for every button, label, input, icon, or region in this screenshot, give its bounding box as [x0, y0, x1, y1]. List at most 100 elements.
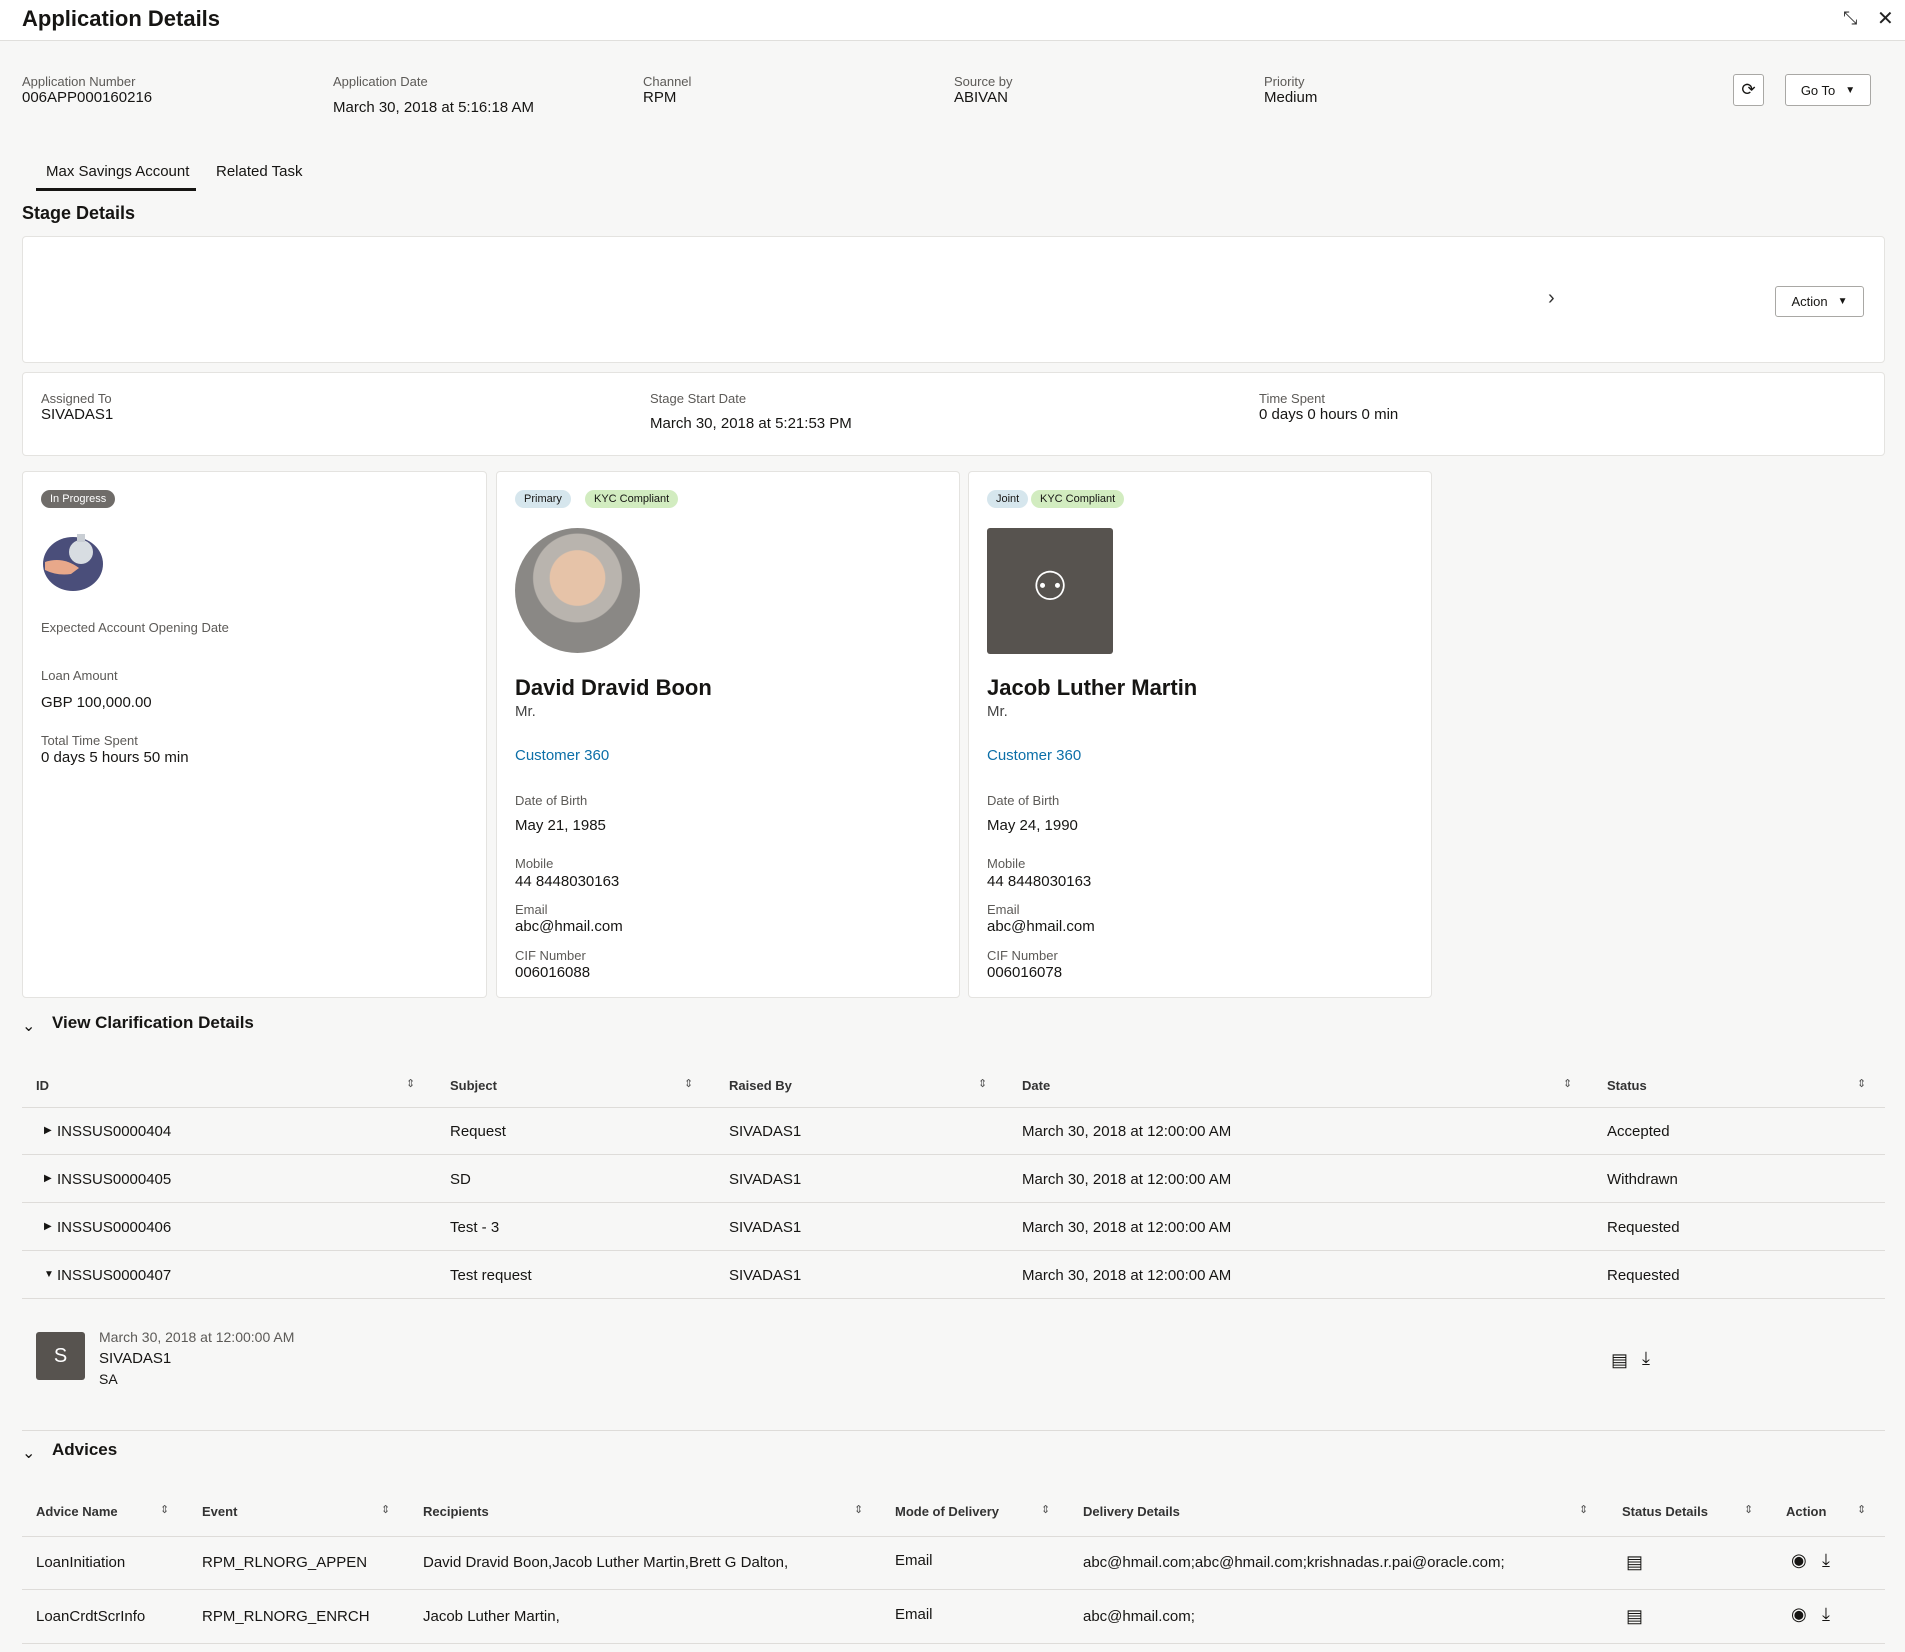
table-cell-name: LoanInitiation: [36, 1554, 126, 1571]
status-badge: In Progress: [41, 490, 116, 508]
advices-section-title[interactable]: Advices: [52, 1440, 118, 1459]
sort-icon[interactable]: ⇕: [1041, 1504, 1051, 1516]
table-cell-status: Requested: [1607, 1267, 1680, 1284]
caret-right-icon[interactable]: ▶: [44, 1173, 52, 1184]
row-divider: [22, 1643, 1885, 1644]
download-icon[interactable]: ⤓: [1642, 1348, 1650, 1368]
table-cell-subject: SD: [450, 1171, 471, 1188]
column-header[interactable]: Subject: [450, 1078, 497, 1093]
application-summary-card: In Progress Expected Account Opening Dat…: [22, 471, 487, 998]
go-to-button[interactable]: Go To ▼: [1785, 74, 1871, 106]
collapse-icon[interactable]: ⤡: [1843, 8, 1858, 28]
detail-text: SA: [99, 1371, 118, 1387]
table-cell-details: abc@hmail.com;: [1083, 1608, 1195, 1625]
detail-user: SIVADAS1: [99, 1350, 172, 1367]
table-cell-subject: Test request: [450, 1267, 532, 1284]
close-icon[interactable]: ✕: [1877, 8, 1894, 30]
header-divider: [22, 1107, 1885, 1108]
caret-down-icon: ▼: [1845, 84, 1856, 96]
mobile-value: 44 8448030163: [515, 873, 620, 890]
table-cell-raised_by: SIVADAS1: [729, 1267, 802, 1284]
column-header[interactable]: Status: [1607, 1078, 1647, 1093]
table-cell-subject: Test - 3: [450, 1219, 500, 1236]
column-header[interactable]: Delivery Details: [1083, 1504, 1180, 1519]
role-badge: Primary: [515, 490, 571, 508]
column-header[interactable]: Action: [1786, 1504, 1827, 1519]
column-header[interactable]: Mode of Delivery: [895, 1504, 1000, 1519]
kyc-badge: KYC Compliant: [1031, 490, 1125, 508]
email-label: Email: [515, 902, 548, 917]
sort-icon[interactable]: ⇕: [1579, 1504, 1589, 1516]
column-header[interactable]: Event: [202, 1504, 238, 1519]
meta-label: Application Number: [22, 74, 136, 89]
row-divider: [22, 1298, 1885, 1299]
assignment-label: Assigned To: [41, 391, 112, 406]
caret-right-icon[interactable]: ▶: [44, 1221, 52, 1232]
assignment-panel: Assigned To SIVADAS1 Stage Start Date March…: [22, 372, 1885, 456]
sort-icon[interactable]: ⇕: [978, 1078, 988, 1090]
stage-details-title: Stage Details: [22, 203, 136, 223]
mobile-label: Mobile: [987, 856, 1026, 871]
clarification-section-title[interactable]: View Clarification Details: [52, 1013, 254, 1032]
sort-icon[interactable]: ⇕: [1563, 1078, 1573, 1090]
table-cell-recipients: David Dravid Boon,Jacob Luther Martin,Br…: [423, 1554, 789, 1571]
status-details-icon[interactable]: ▤: [1626, 1552, 1644, 1572]
sort-icon[interactable]: ⇕: [381, 1504, 391, 1516]
applicant-card: Primary KYC Compliant David Dravid Boon Mr.…: [496, 471, 960, 998]
table-cell-raised_by: SIVADAS1: [729, 1171, 802, 1188]
header-divider: [22, 1536, 1885, 1537]
caret-right-icon[interactable]: ▶: [44, 1125, 52, 1136]
customer-360-link[interactable]: Customer 360: [515, 747, 610, 764]
column-header[interactable]: Advice Name: [36, 1504, 118, 1519]
sort-icon[interactable]: ⇕: [160, 1504, 170, 1516]
table-cell-event: RPM_RLNORG_APPEN: [202, 1554, 368, 1571]
email-value: abc@hmail.com: [515, 918, 623, 935]
status-details-icon[interactable]: ▤: [1626, 1606, 1644, 1626]
tab-related-task[interactable]: Related Task: [216, 163, 303, 180]
table-cell-id: INSSUS0000404: [57, 1123, 172, 1140]
table-cell-raised_by: SIVADAS1: [729, 1219, 802, 1236]
row-divider: [22, 1250, 1885, 1251]
collapse-chevron-icon[interactable]: ⌄: [22, 1018, 36, 1035]
tab-max-savings-account[interactable]: Max Savings Account: [46, 163, 190, 180]
download-icon[interactable]: ⤓: [1822, 1550, 1830, 1570]
caret-down-icon: ▼: [1837, 296, 1848, 307]
collapse-chevron-icon[interactable]: ⌄: [22, 1445, 36, 1462]
column-header[interactable]: ID: [36, 1078, 49, 1093]
table-cell-name: LoanCrdtScrInfo: [36, 1608, 146, 1625]
table-cell-date: March 30, 2018 at 12:00:00 AM: [1022, 1267, 1232, 1284]
sort-icon[interactable]: ⇕: [406, 1078, 416, 1090]
dob-value: May 21, 1985: [515, 817, 606, 834]
applicant-name: Jacob Luther Martin: [987, 675, 1198, 700]
stages-next-chevron-icon[interactable]: ›: [1548, 287, 1555, 309]
sort-icon[interactable]: ⇕: [1744, 1504, 1754, 1516]
view-icon[interactable]: ◉: [1791, 1604, 1807, 1624]
view-icon[interactable]: ◉: [1791, 1550, 1807, 1570]
sort-icon[interactable]: ⇕: [854, 1504, 864, 1516]
caret-down-icon[interactable]: ▼: [44, 1269, 54, 1280]
sort-icon[interactable]: ⇕: [1857, 1504, 1867, 1516]
refresh-button[interactable]: ⟳: [1733, 74, 1764, 106]
active-tab-indicator: [36, 188, 196, 191]
applicant-card: Joint KYC Compliant ⚇ Jacob Luther Martin Mr…: [968, 471, 1432, 998]
table-cell-event: RPM_RLNORG_ENRCH: [202, 1608, 370, 1625]
column-header[interactable]: Date: [1022, 1078, 1051, 1093]
column-header[interactable]: Raised By: [729, 1078, 792, 1093]
assignment-label: Stage Start Date: [650, 391, 747, 406]
meta-value: ABIVAN: [954, 89, 1008, 106]
meta-label: Channel: [643, 74, 692, 89]
applicant-name: David Dravid Boon: [515, 675, 712, 700]
sort-icon[interactable]: ⇕: [684, 1078, 694, 1090]
sort-icon[interactable]: ⇕: [1857, 1078, 1867, 1090]
column-header[interactable]: Status Details: [1622, 1504, 1708, 1519]
meta-value: March 30, 2018 at 5:16:18 AM: [333, 99, 534, 116]
document-icon[interactable]: ▤: [1611, 1350, 1629, 1370]
loan-amount-value: GBP 100,000.00: [41, 694, 152, 711]
meta-label: Application Date: [333, 74, 428, 89]
customer-360-link[interactable]: Customer 360: [987, 747, 1082, 764]
table-cell-id: INSSUS0000406: [57, 1219, 172, 1236]
assignment-value: SIVADAS1: [41, 406, 114, 423]
action-button[interactable]: Action ▼: [1775, 286, 1864, 317]
column-header[interactable]: Recipients: [423, 1504, 489, 1519]
download-icon[interactable]: ⤓: [1822, 1604, 1830, 1624]
